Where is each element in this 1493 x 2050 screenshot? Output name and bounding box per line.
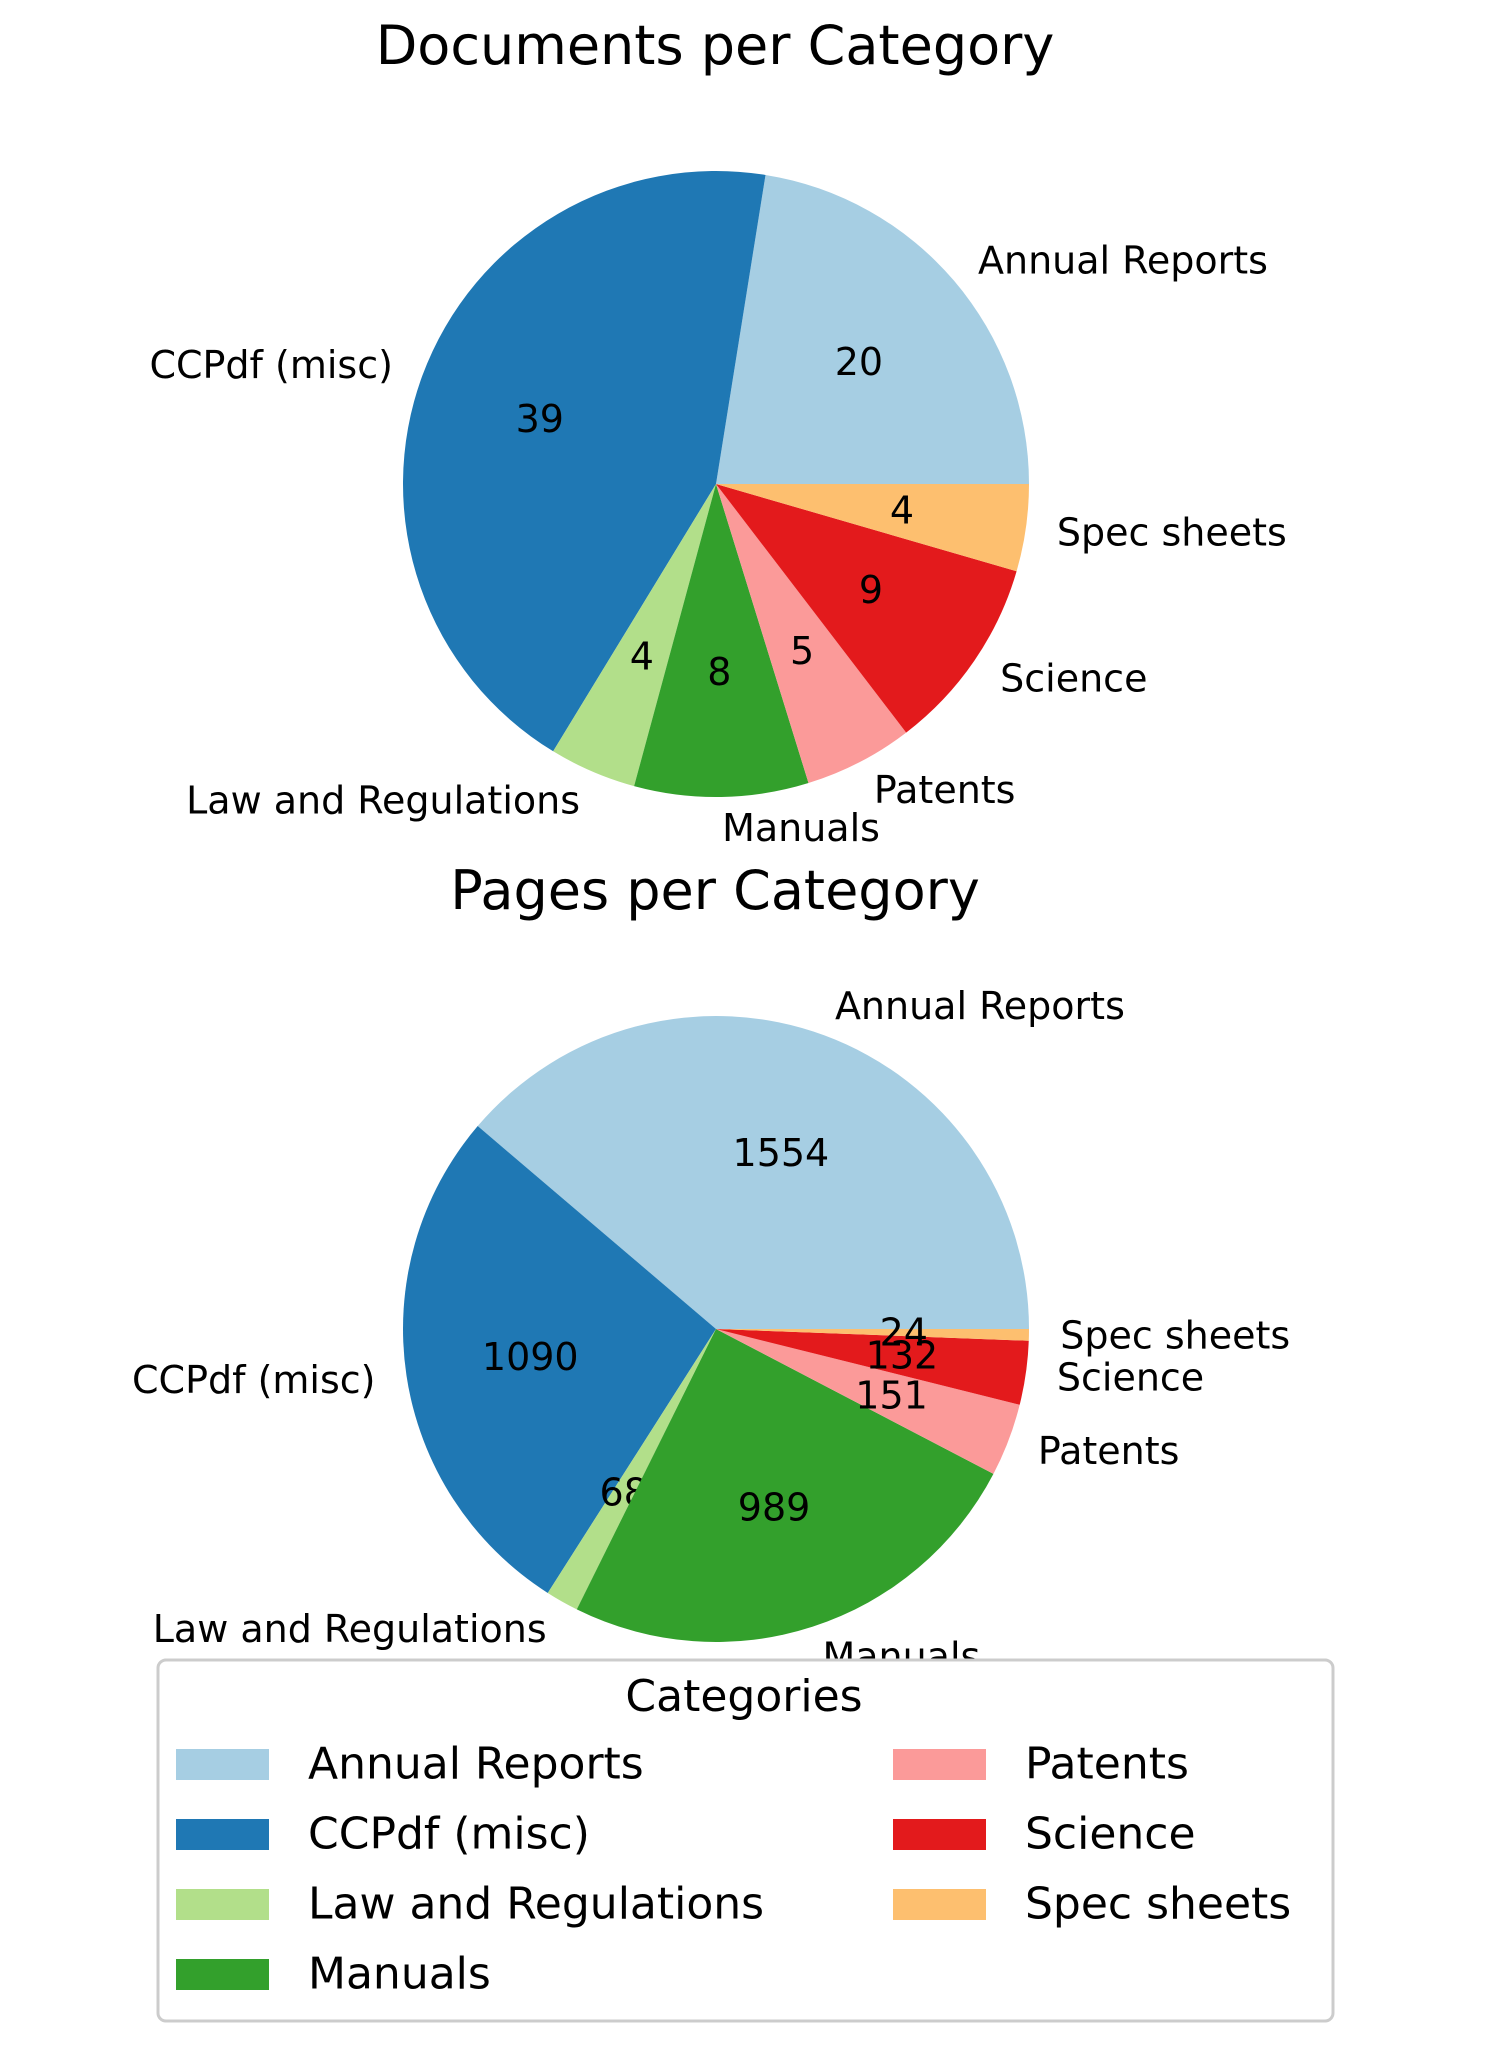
- pages-slice-manuals: [576, 1329, 994, 1642]
- documents-value-science: 9: [859, 568, 883, 612]
- documents-value-spec-sheets: 4: [890, 488, 914, 532]
- legend-label-science: Science: [1025, 1809, 1196, 1860]
- legend-label-annual-reports: Annual Reports: [308, 1739, 644, 1790]
- pages-slice-ccpdf-misc: [402, 1126, 716, 1593]
- pages-value-annual-reports: 1554: [733, 1131, 830, 1175]
- documents-value-ccpdf-misc: 39: [516, 397, 564, 441]
- pages-slice-spec-sheets: [716, 1329, 1029, 1341]
- pages-chart-title: Pages per Category: [450, 859, 980, 922]
- legend-swatch-ccpdf-misc: [176, 1819, 269, 1850]
- documents-slice-spec-sheets: [716, 484, 1029, 572]
- pages-label-spec-sheets: Spec sheets: [1060, 1313, 1290, 1357]
- pages-value-patents: 151: [855, 1374, 928, 1418]
- pages-value-manuals: 989: [738, 1486, 811, 1530]
- legend-swatch-manuals: [176, 1959, 269, 1990]
- pages-slice-science: [716, 1329, 1029, 1405]
- documents-pie: 20 Annual Reports 39 CCPdf (misc) 4 Law and R…: [149, 170, 1287, 850]
- legend-label-manuals: Manuals: [308, 1949, 491, 2000]
- documents-slice-annual-reports: [716, 174, 1029, 485]
- documents-label-science: Science: [1000, 656, 1147, 700]
- documents-value-annual-reports: 20: [835, 340, 883, 384]
- documents-slice-science: [716, 484, 1017, 733]
- documents-slice-ccpdf-misc: [402, 170, 766, 752]
- pages-label-ccpdf-misc: CCPdf (misc): [132, 1358, 375, 1402]
- documents-label-law-and-regulations: Law and Regulations: [186, 778, 580, 822]
- legend-label-patents: Patents: [1025, 1739, 1189, 1790]
- legend: Categories Annual Reports CCPdf (misc) Law…: [156, 1658, 1335, 2023]
- documents-label-spec-sheets: Spec sheets: [1057, 510, 1287, 554]
- pages-slice-patents: [716, 1329, 1020, 1474]
- legend-swatch-spec-sheets: [893, 1889, 986, 1920]
- documents-slice-law-and-regulations: [553, 484, 716, 787]
- pages-label-law-and-regulations: Law and Regulations: [153, 1607, 547, 1651]
- pages-slice-law-and-regulations: [547, 1329, 716, 1610]
- legend-swatch-law-and-regulations: [176, 1889, 269, 1920]
- pages-label-patents: Patents: [1038, 1429, 1180, 1473]
- legend-swatch-annual-reports: [176, 1749, 269, 1780]
- documents-value-manuals: 8: [707, 650, 731, 694]
- documents-value-law-and-regulations: 4: [630, 635, 654, 679]
- pages-value-science: 132: [866, 1333, 939, 1377]
- legend-items: Annual Reports CCPdf (misc) Law and Regula…: [176, 1739, 1291, 2000]
- legend-frame: [156, 1658, 1335, 2023]
- legend-title: Categories: [625, 1671, 862, 1722]
- documents-label-manuals: Manuals: [722, 806, 880, 850]
- documents-chart-title: Documents per Category: [376, 14, 1055, 77]
- documents-slice-manuals: [634, 484, 809, 797]
- documents-label-annual-reports: Annual Reports: [978, 239, 1268, 283]
- legend-swatch-patents: [893, 1749, 986, 1780]
- pages-value-spec-sheets: 24: [880, 1311, 928, 1355]
- documents-label-patents: Patents: [874, 768, 1016, 812]
- legend-label-law-and-regulations: Law and Regulations: [308, 1879, 764, 1930]
- documents-value-patents: 5: [790, 629, 814, 673]
- pages-slice-annual-reports: [477, 1015, 1030, 1329]
- documents-slice-patents: [716, 484, 907, 784]
- pages-value-ccpdf-misc: 1090: [482, 1335, 579, 1379]
- documents-label-ccpdf-misc: CCPdf (misc): [149, 343, 392, 387]
- legend-label-spec-sheets: Spec sheets: [1025, 1879, 1291, 1930]
- pages-label-annual-reports: Annual Reports: [835, 984, 1125, 1028]
- legend-swatch-science: [893, 1819, 986, 1850]
- legend-label-ccpdf-misc: CCPdf (misc): [308, 1809, 590, 1860]
- pages-label-science: Science: [1057, 1355, 1204, 1399]
